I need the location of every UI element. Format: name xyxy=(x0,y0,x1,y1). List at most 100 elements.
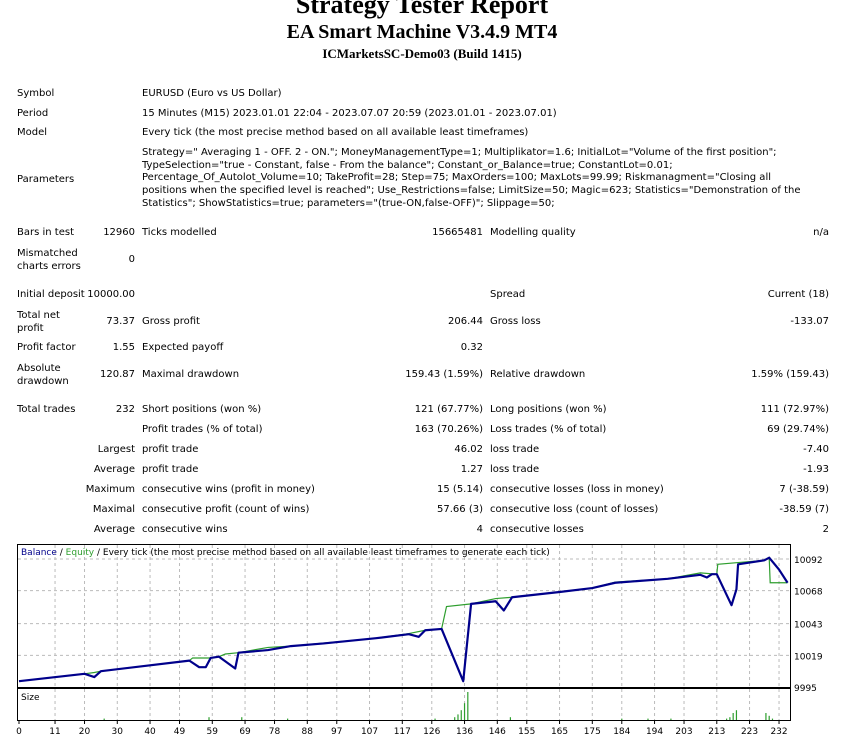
deposit-label: Initial deposit xyxy=(17,289,85,300)
gross-profit-label: Gross profit xyxy=(142,316,200,327)
loss-trades-value: 69 (29.74%) xyxy=(767,424,829,435)
avg-loss-label: loss trade xyxy=(490,464,540,475)
average2-label: Average xyxy=(93,524,135,535)
quality-label: Modelling quality xyxy=(490,227,576,238)
rel-dd-label: Relative drawdown xyxy=(490,369,586,380)
period-label: Period xyxy=(17,108,49,119)
loss-trades-label: Loss trades (% of total) xyxy=(490,424,607,435)
period-value: 15 Minutes (M15) 2023.01.01 22:04 - 2023… xyxy=(142,108,557,119)
abs-dd-value: 120.87 xyxy=(100,369,135,380)
report-title: Strategy Tester Report xyxy=(295,0,549,19)
max-profit-label: consecutive profit (count of wins) xyxy=(142,504,310,515)
x-tick-label: 194 xyxy=(646,727,663,737)
main-panel-frame xyxy=(17,544,791,688)
spread-value: Current (18) xyxy=(767,289,829,300)
symbol-label: Symbol xyxy=(17,88,55,99)
x-tick-label: 78 xyxy=(269,727,281,737)
max-profit-value: 57.66 (3) xyxy=(437,504,483,515)
spread-label: Spread xyxy=(490,289,526,300)
avg-profit-label: profit trade xyxy=(142,464,199,475)
x-tick-label: 232 xyxy=(770,727,787,737)
bars-label: Bars in test xyxy=(17,227,74,238)
x-tick-label: 165 xyxy=(551,727,568,737)
largest-loss-value: -7.40 xyxy=(803,444,829,455)
y-tick-label: 10019 xyxy=(794,652,823,662)
bars-value: 12960 xyxy=(103,227,135,238)
x-tick-label: 30 xyxy=(112,727,124,737)
gross-profit-value: 206.44 xyxy=(448,316,483,327)
server-build: ICMarketsSC-Demo03 (Build 1415) xyxy=(322,46,522,61)
legend-description: / Every tick (the most precise method ba… xyxy=(94,548,550,558)
x-tick-label: 155 xyxy=(518,727,535,737)
axis-ticks: 0 11 20 30 40 49 59 69 78 88 97 107 117 126 136 146 155 1… xyxy=(16,556,823,737)
mismatch-value: 0 xyxy=(128,254,135,265)
y-tick-label: 10043 xyxy=(794,621,823,631)
trades-value: 232 xyxy=(115,404,135,415)
x-tick-label: 117 xyxy=(394,727,411,737)
average-label: Average xyxy=(93,464,135,475)
x-tick-label: 11 xyxy=(49,727,60,737)
avg-wins-value: 4 xyxy=(476,524,483,535)
maximum-label: Maximum xyxy=(85,484,135,495)
legend: Balance / Equity / Every tick (the most … xyxy=(21,548,550,558)
legend-balance: Balance xyxy=(21,548,57,558)
payoff-label: Expected payoff xyxy=(142,342,224,353)
symbol-value: EURUSD (Euro vs US Dollar) xyxy=(142,88,282,99)
payoff-value: 0.32 xyxy=(460,342,483,353)
max-loss-label: consecutive loss (count of losses) xyxy=(490,504,659,515)
x-tick-label: 203 xyxy=(675,727,692,737)
grid xyxy=(18,545,790,720)
max-wins-label: consecutive wins (profit in money) xyxy=(142,484,315,495)
max-loss-value: -38.59 (7) xyxy=(779,504,829,515)
max-losses-value: 7 (-38.59) xyxy=(779,484,829,495)
x-tick-label: 97 xyxy=(331,727,342,737)
x-tick-label: 184 xyxy=(613,727,630,737)
maximal-label: Maximal xyxy=(92,504,135,515)
balance-equity-chart: 0 11 20 30 40 49 59 69 78 88 97 107 117 126 136 146 155 1… xyxy=(16,544,823,737)
x-tick-label: 69 xyxy=(239,727,251,737)
y-tick-label: 9995 xyxy=(794,684,817,694)
x-tick-label: 49 xyxy=(174,727,186,737)
net-profit-label: Total net profit xyxy=(17,310,60,334)
size-panel-frame xyxy=(17,688,791,721)
long-value: 111 (72.97%) xyxy=(760,404,829,415)
ticks-value: 15665481 xyxy=(432,227,483,238)
x-tick-label: 136 xyxy=(456,727,473,737)
avg-wins-label: consecutive wins xyxy=(142,524,228,535)
size-bars xyxy=(103,692,774,720)
x-tick-label: 223 xyxy=(741,727,758,737)
legend-equity: Equity xyxy=(66,548,95,558)
mismatch-label: Mismatched charts errors xyxy=(17,248,81,272)
x-tick-label: 126 xyxy=(423,727,440,737)
max-losses-label: consecutive losses (loss in money) xyxy=(490,484,664,495)
avg-profit-value: 1.27 xyxy=(460,464,483,475)
avg-loss-value: -1.93 xyxy=(803,464,829,475)
model-value: Every tick (the most precise method base… xyxy=(142,127,529,138)
y-tick-label: 10092 xyxy=(794,556,823,566)
x-tick-label: 146 xyxy=(489,727,506,737)
largest-loss-label: loss trade xyxy=(490,444,540,455)
largest-profit-value: 46.02 xyxy=(454,444,483,455)
balance-line xyxy=(18,556,789,683)
largest-profit-label: profit trade xyxy=(142,444,199,455)
long-label: Long positions (won %) xyxy=(490,404,607,415)
model-label: Model xyxy=(17,127,48,138)
parameters-value: Strategy=" Averaging 1 - OFF. 2 - ON."; … xyxy=(142,147,801,209)
avg-losses-label: consecutive losses xyxy=(490,524,584,535)
x-tick-label: 107 xyxy=(361,727,378,737)
max-wins-value: 15 (5.14) xyxy=(437,484,483,495)
profit-factor-value: 1.55 xyxy=(112,342,135,353)
size-panel-label: Size xyxy=(21,693,40,703)
net-profit-value: 73.37 xyxy=(106,316,135,327)
x-tick-label: 213 xyxy=(708,727,725,737)
rel-dd-value: 1.59% (159.43) xyxy=(751,369,829,380)
x-tick-label: 88 xyxy=(302,727,314,737)
ticks-label: Ticks modelled xyxy=(142,227,217,238)
series-lines xyxy=(18,556,789,683)
x-tick-label: 20 xyxy=(79,727,91,737)
short-label: Short positions (won %) xyxy=(142,404,262,415)
short-value: 121 (67.77%) xyxy=(414,404,483,415)
gross-loss-label: Gross loss xyxy=(490,316,541,327)
max-dd-value: 159.43 (1.59%) xyxy=(405,369,483,380)
legend-sep: / xyxy=(57,548,66,558)
